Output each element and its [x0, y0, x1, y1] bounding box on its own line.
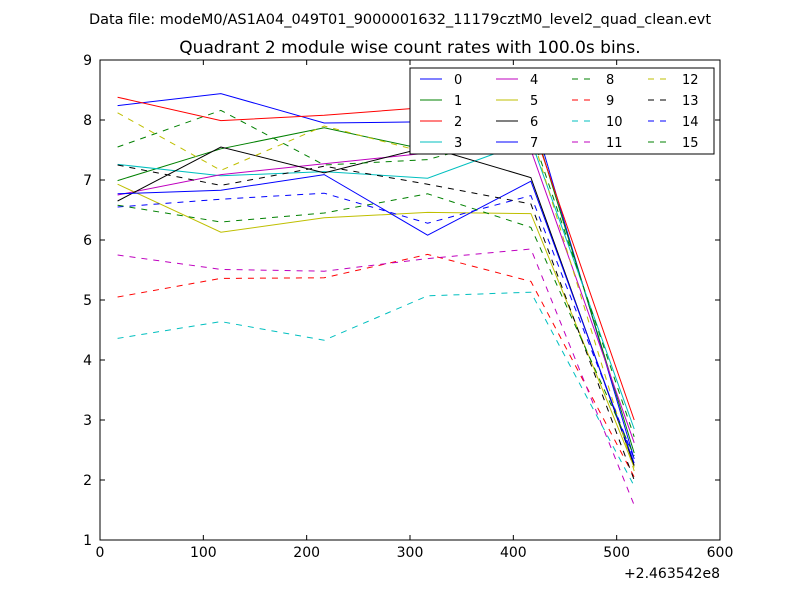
- x-tick-label: 600: [707, 545, 734, 561]
- series-line-6: [117, 146, 635, 466]
- legend-label-7: 7: [530, 136, 538, 151]
- series-line-10: [117, 291, 635, 487]
- y-tick-label: 8: [83, 113, 92, 129]
- series-layer: [117, 93, 635, 506]
- legend-frame: [409, 67, 715, 155]
- legend-label-8: 8: [606, 73, 614, 88]
- series-line-11: [117, 248, 635, 506]
- series-line-3: [117, 139, 635, 430]
- y-tick-label: 9: [83, 53, 92, 69]
- y-tick-label: 4: [83, 353, 92, 369]
- legend-label-12: 12: [682, 73, 699, 88]
- y-tick-label: 2: [83, 473, 92, 489]
- series-line-9: [117, 253, 635, 478]
- x-tick-label: 400: [500, 545, 527, 561]
- legend-label-0: 0: [454, 73, 462, 88]
- series-line-14: [117, 192, 635, 460]
- series-line-8: [117, 109, 635, 437]
- y-tick-label: 7: [83, 173, 92, 189]
- chart-title: Quadrant 2 module wise count rates with …: [179, 38, 640, 58]
- series-line-13: [117, 164, 635, 481]
- legend-label-1: 1: [454, 94, 462, 109]
- x-tick-label: 200: [293, 545, 320, 561]
- series-line-5: [117, 183, 635, 468]
- series-line-0: [117, 93, 635, 460]
- y-tick-label: 5: [83, 293, 92, 309]
- legend-label-13: 13: [682, 94, 699, 109]
- x-offset-label: +2.463542e8: [624, 566, 720, 582]
- legend-label-11: 11: [606, 136, 623, 151]
- x-tick-label: 0: [96, 545, 105, 561]
- legend-label-14: 14: [682, 115, 699, 130]
- legend-label-5: 5: [530, 94, 538, 109]
- legend-label-3: 3: [454, 136, 462, 151]
- suptitle: Data file: modeM0/AS1A04_049T01_90000016…: [89, 12, 711, 28]
- legend-label-6: 6: [530, 115, 538, 130]
- series-line-2: [117, 96, 635, 421]
- legend-label-9: 9: [606, 94, 614, 109]
- series-line-4: [117, 149, 635, 443]
- series-line-15: [117, 193, 635, 457]
- legend-label-10: 10: [606, 115, 623, 130]
- x-tick-label: 100: [190, 545, 217, 561]
- legend-label-2: 2: [454, 115, 462, 130]
- x-tick-label: 500: [603, 545, 630, 561]
- series-line-7: [117, 174, 635, 464]
- x-tick-label: 300: [397, 545, 424, 561]
- legend-label-4: 4: [530, 73, 538, 88]
- y-tick-label: 6: [83, 233, 92, 249]
- legend-label-15: 15: [682, 136, 699, 151]
- y-tick-label: 3: [83, 413, 92, 429]
- series-line-12: [117, 112, 635, 472]
- y-tick-label: 1: [83, 533, 92, 549]
